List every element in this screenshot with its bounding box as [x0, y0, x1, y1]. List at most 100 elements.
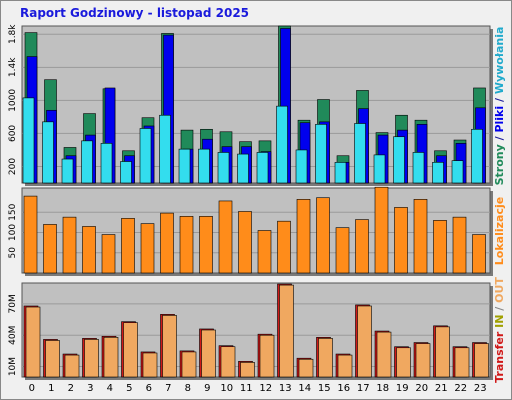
bar-lokalizacje: [160, 212, 174, 274]
bar-wywolania: [256, 152, 269, 184]
bar-wywolania: [159, 114, 171, 184]
x-tick-label: 5: [126, 383, 132, 394]
bar-lokalizacje: [199, 216, 213, 274]
legend-transfer: Transfer: [493, 331, 506, 383]
x-tick-label: 12: [259, 383, 272, 394]
bar-lokalizacje: [413, 199, 428, 274]
bar-lokalizacje: [296, 199, 311, 274]
bar-lokalizacje: [179, 216, 194, 274]
x-tick-label: 0: [29, 383, 35, 394]
bar-lokalizacje: [316, 197, 330, 274]
panel2-legend: Lokalizacje: [493, 197, 506, 265]
bar-lokalizacje: [101, 234, 116, 274]
bar-lokalizacje: [355, 219, 369, 274]
x-tick-label: 20: [415, 383, 428, 394]
bar-out: [376, 331, 392, 378]
bar-lokalizacje: [374, 186, 389, 274]
bar-wywolania: [139, 128, 152, 184]
bar-out: [435, 326, 450, 378]
bar-out: [45, 340, 60, 378]
bar-lokalizacje: [433, 220, 447, 274]
bar-lokalizacje: [121, 218, 135, 274]
legend-sep-1: /: [493, 133, 506, 145]
report-title: Raport Godzinowy - listopad 2025: [20, 6, 249, 20]
panel3-background: [21, 282, 491, 378]
x-tick-label: 3: [87, 383, 93, 394]
panel1-ytick-label: 1.4k: [8, 57, 18, 77]
bar-wywolania: [61, 158, 74, 184]
bar-lokalizacje: [257, 230, 272, 274]
panel1-background: [21, 25, 491, 184]
panel3-ytick-label: 10M: [8, 357, 18, 376]
x-tick-label: 10: [220, 383, 233, 394]
bar-out: [318, 338, 333, 378]
bar-out: [357, 305, 372, 378]
bar-wywolania: [178, 148, 191, 184]
x-tick-label: 19: [396, 383, 409, 394]
bar-out: [259, 334, 275, 378]
bar-wywolania: [217, 152, 230, 184]
panel3-ytick-label: 40M: [8, 326, 18, 345]
x-tick-label: 8: [185, 383, 191, 394]
bar-wywolania: [451, 160, 464, 184]
bar-wywolania: [22, 97, 35, 184]
bar-wywolania: [393, 136, 405, 184]
x-tick-label: 4: [107, 383, 113, 394]
bar-wywolania: [315, 124, 327, 184]
bar-lokalizacje: [335, 227, 350, 274]
bar-out: [279, 284, 294, 378]
bar-lokalizacje: [82, 226, 96, 274]
bar-out: [298, 358, 314, 378]
bar-out: [64, 354, 80, 378]
x-tick-label: 18: [376, 383, 389, 394]
panel-strony-pliki-wywolania: 200 600 1000 1.4k 1.8k: [8, 24, 493, 186]
bar-out: [142, 352, 158, 378]
panel-lokalizacje: 50 100 150: [8, 186, 493, 276]
x-tick-label: 1: [48, 383, 54, 394]
x-tick-label: 22: [454, 383, 467, 394]
bar-wywolania: [100, 143, 113, 184]
panel1-legend: Strony / Pliki / Wywołania: [493, 27, 506, 186]
bar-lokalizacje: [452, 216, 467, 274]
bar-wywolania: [276, 105, 288, 184]
bar-wywolania: [295, 149, 308, 184]
bar-wywolania: [471, 128, 483, 184]
panel2-background: [21, 187, 491, 274]
bar-out: [162, 315, 177, 378]
bar-lokalizacje: [23, 195, 38, 274]
bar-wywolania: [81, 140, 93, 184]
panel3-legend: Transfer IN / OUT: [493, 277, 506, 383]
bar-out: [415, 343, 431, 378]
legend-out: OUT: [493, 277, 506, 303]
bar-out: [181, 351, 197, 378]
bar-out: [396, 347, 411, 378]
legend-in: IN: [493, 311, 506, 332]
bar-lokalizacje: [472, 234, 486, 274]
x-tick-label: 15: [318, 383, 331, 394]
bar-wywolania: [373, 154, 386, 184]
bar-wywolania: [432, 162, 444, 184]
bar-wywolania: [237, 153, 249, 184]
x-tick-label: 13: [279, 383, 292, 394]
bar-lokalizacje: [43, 224, 57, 274]
panel2-ytick-label: 150: [8, 203, 18, 220]
bar-lokalizacje: [140, 223, 155, 274]
x-tick-label: 17: [357, 383, 370, 394]
bar-out: [25, 306, 41, 378]
legend-sep-2: /: [493, 94, 506, 106]
panel2-ytick-label: 100: [8, 224, 18, 241]
panel1-ytick-label: 1.8k: [8, 24, 18, 44]
bar-wywolania: [412, 152, 425, 184]
x-tick-label: 14: [298, 383, 311, 394]
bar-wywolania: [120, 161, 132, 184]
legend-sep-3: /: [493, 303, 506, 311]
bar-out: [220, 346, 236, 378]
bar-out: [103, 337, 119, 378]
bar-lokalizacje: [218, 200, 233, 274]
legend-strony: Strony: [493, 144, 506, 185]
bar-wywolania: [354, 123, 366, 184]
panel3-ytick-label: 70M: [8, 294, 18, 313]
bar-out: [123, 322, 138, 378]
panel1-ytick-label: 600: [8, 125, 18, 142]
